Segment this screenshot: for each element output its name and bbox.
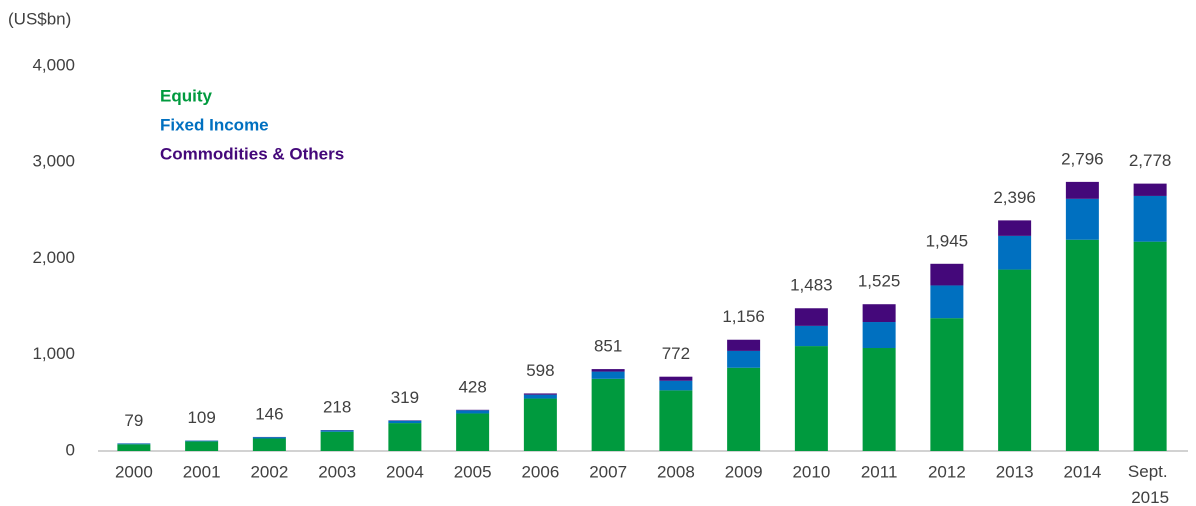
legend-entry: Fixed Income xyxy=(160,115,269,134)
bar-segment xyxy=(388,423,422,451)
x-tick-label: 2011 xyxy=(861,462,898,481)
total-label: 2,778 xyxy=(1129,151,1172,170)
bar-segment xyxy=(930,263,964,286)
total-label: 79 xyxy=(124,411,143,430)
bar-segment xyxy=(252,437,286,439)
bar-segment xyxy=(1065,198,1099,240)
bar-segment xyxy=(727,367,761,451)
total-label: 851 xyxy=(594,337,622,356)
x-tick-label: 2008 xyxy=(657,462,695,481)
bar-segment xyxy=(794,308,828,326)
bar-segment xyxy=(794,346,828,451)
bar-segment xyxy=(998,220,1032,236)
x-tick-label: 2010 xyxy=(792,462,830,481)
bar-segment xyxy=(591,369,625,372)
bar-segment xyxy=(727,350,761,368)
bar-segment xyxy=(659,390,693,451)
y-tick-label: 0 xyxy=(66,440,75,459)
bar-segment xyxy=(862,304,896,323)
x-tick-label: Sept. 2015 xyxy=(1128,462,1172,506)
bar-segment xyxy=(1065,181,1099,199)
total-label: 598 xyxy=(526,361,554,380)
bar-segment xyxy=(930,318,964,451)
bar-segment xyxy=(1065,239,1099,451)
bar-segment xyxy=(456,410,490,414)
total-label: 1,156 xyxy=(722,307,765,326)
bar-segment xyxy=(1133,183,1167,196)
x-tick-label: 2004 xyxy=(386,462,424,481)
total-label: 146 xyxy=(255,404,283,423)
bar-segment xyxy=(185,440,219,442)
bar-segment xyxy=(252,438,286,451)
bar-segment xyxy=(320,431,354,451)
axis-unit: (US$bn) xyxy=(8,9,71,28)
bar-segment xyxy=(523,398,557,451)
y-tick-label: 3,000 xyxy=(32,152,75,171)
legend-entry: Commodities & Others xyxy=(160,144,344,163)
legend-entry: Equity xyxy=(160,86,212,105)
bar-segment xyxy=(591,378,625,451)
bar-segment xyxy=(591,371,625,379)
bar-segment xyxy=(185,441,219,451)
bar-segment xyxy=(1133,241,1167,451)
bar-segment xyxy=(523,393,557,395)
total-label: 1,945 xyxy=(926,231,969,250)
total-label: 428 xyxy=(458,377,486,396)
x-tick-label: 2000 xyxy=(115,462,153,481)
x-tick-label: 2014 xyxy=(1063,462,1101,481)
bar-segment xyxy=(117,444,151,451)
x-tick-label: 2009 xyxy=(725,462,763,481)
y-tick-label: 1,000 xyxy=(32,344,75,363)
total-label: 218 xyxy=(323,398,351,417)
bar-segment xyxy=(523,394,557,399)
y-tick-label: 2,000 xyxy=(32,248,75,267)
bar-segment xyxy=(862,322,896,349)
x-tick-label: 2006 xyxy=(521,462,559,481)
bar-segment xyxy=(998,269,1032,451)
total-label: 2,796 xyxy=(1061,149,1104,168)
total-label: 1,525 xyxy=(858,272,901,291)
total-label: 319 xyxy=(391,388,419,407)
x-tick-label: 2012 xyxy=(928,462,966,481)
bar-segment xyxy=(117,443,151,445)
x-tick-label: 2007 xyxy=(589,462,627,481)
bar-segment xyxy=(794,325,828,347)
bar-segment xyxy=(862,348,896,451)
bar-segment xyxy=(388,420,422,424)
bar-segment xyxy=(659,376,693,381)
bar-segment xyxy=(659,380,693,391)
total-label: 2,396 xyxy=(993,188,1036,207)
bar-segment xyxy=(930,285,964,319)
total-label: 109 xyxy=(187,408,215,427)
total-label: 772 xyxy=(662,344,690,363)
x-tick-label: 2003 xyxy=(318,462,356,481)
bar-segment xyxy=(998,235,1032,270)
bar-segment xyxy=(1133,195,1167,242)
bar-segment xyxy=(727,339,761,351)
bar-segment xyxy=(320,430,354,432)
y-tick-label: 4,000 xyxy=(32,55,75,74)
x-tick-label: 2002 xyxy=(250,462,288,481)
bar-segment xyxy=(456,413,490,451)
x-tick-label: 2001 xyxy=(183,462,221,481)
total-label: 1,483 xyxy=(790,276,833,295)
x-tick-label: 2005 xyxy=(454,462,492,481)
x-tick-label: 2013 xyxy=(996,462,1034,481)
